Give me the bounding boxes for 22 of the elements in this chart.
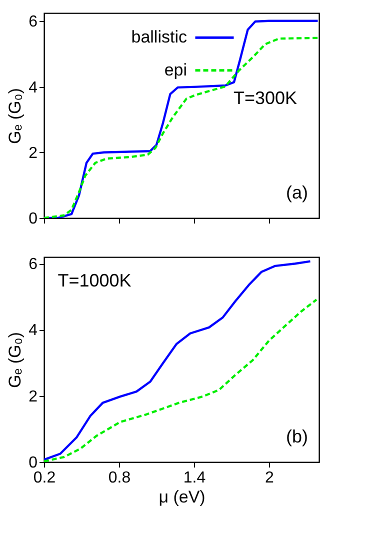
y-tick-label: 4 xyxy=(28,322,38,340)
y-tick-label: 0 xyxy=(28,210,38,228)
annotation: (b) xyxy=(286,426,308,446)
annotation: T=300K xyxy=(233,88,297,108)
y-tick-label: 6 xyxy=(28,256,38,274)
x-tick-label: 0.2 xyxy=(33,470,56,486)
x-tick-label: 2 xyxy=(265,470,274,486)
x-tick-label: 0.8 xyxy=(108,470,131,486)
line-series xyxy=(44,260,312,461)
y-tick-label: 4 xyxy=(28,79,38,96)
y-tick-label: 2 xyxy=(28,144,38,162)
x-tick-label: 1.4 xyxy=(183,470,206,486)
x-axis-title: μ (eV) xyxy=(158,488,206,506)
y-tick-label: 2 xyxy=(28,388,38,406)
legend-label: ballistic xyxy=(131,28,188,47)
y-axis-title: Gₑ (G₀) xyxy=(6,332,25,388)
annotation: T=1000K xyxy=(58,270,132,291)
annotation: (a) xyxy=(286,182,308,202)
y-tick-label: 6 xyxy=(28,14,38,31)
y-tick-label: 0 xyxy=(28,454,38,472)
y-axis-title: Gₑ (G₀) xyxy=(6,88,25,144)
legend-label: epi xyxy=(164,60,187,80)
